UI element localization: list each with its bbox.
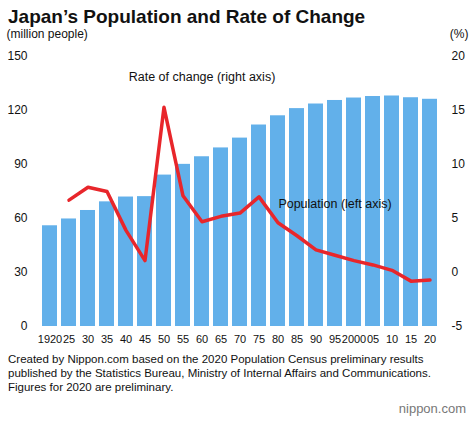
svg-text:85: 85 [291,333,303,345]
svg-text:60: 60 [14,211,28,225]
svg-text:35: 35 [101,333,113,345]
svg-text:120: 120 [7,103,27,117]
svg-text:15: 15 [405,333,417,345]
svg-text:(million people): (million people) [7,27,88,41]
svg-text:150: 150 [7,49,27,63]
html-text:Japan’s Population and Rate of: Japan’s Population and Rate of Change [8,6,366,27]
svg-text:60: 60 [196,333,208,345]
svg-text:2000: 2000 [342,333,366,345]
svg-text:(%): (%) [450,27,469,41]
svg-text:20: 20 [424,333,436,345]
svg-text:15: 15 [452,103,466,117]
svg-text:75: 75 [253,333,265,345]
svg-text:05: 05 [367,333,379,345]
svg-text:70: 70 [234,333,246,345]
svg-text:90: 90 [310,333,322,345]
svg-text:10: 10 [452,157,466,171]
html-text:nippon.com: nippon.com [398,401,466,416]
svg-text:40: 40 [120,333,132,345]
svg-text:Population (left axis): Population (left axis) [278,197,391,211]
svg-text:65: 65 [215,333,227,345]
svg-text:0: 0 [452,265,459,279]
svg-text:50: 50 [158,333,170,345]
svg-text:90: 90 [14,157,28,171]
svg-text:-5: -5 [452,319,463,333]
svg-text:0: 0 [21,319,28,333]
svg-text:25: 25 [63,333,75,345]
svg-text:55: 55 [177,333,189,345]
svg-text:20: 20 [452,49,466,63]
html-text:Created by Nippon.com based on: Created by Nippon.com based on the 2020 … [8,353,431,393]
svg-text:95: 95 [329,333,341,345]
svg-text:Rate of change (right axis): Rate of change (right axis) [129,70,276,84]
svg-text:30: 30 [14,265,28,279]
svg-text:45: 45 [139,333,151,345]
svg-text:30: 30 [82,333,94,345]
svg-text:10: 10 [386,333,398,345]
svg-text:1920: 1920 [38,333,62,345]
svg-text:80: 80 [272,333,284,345]
svg-text:5: 5 [452,211,459,225]
